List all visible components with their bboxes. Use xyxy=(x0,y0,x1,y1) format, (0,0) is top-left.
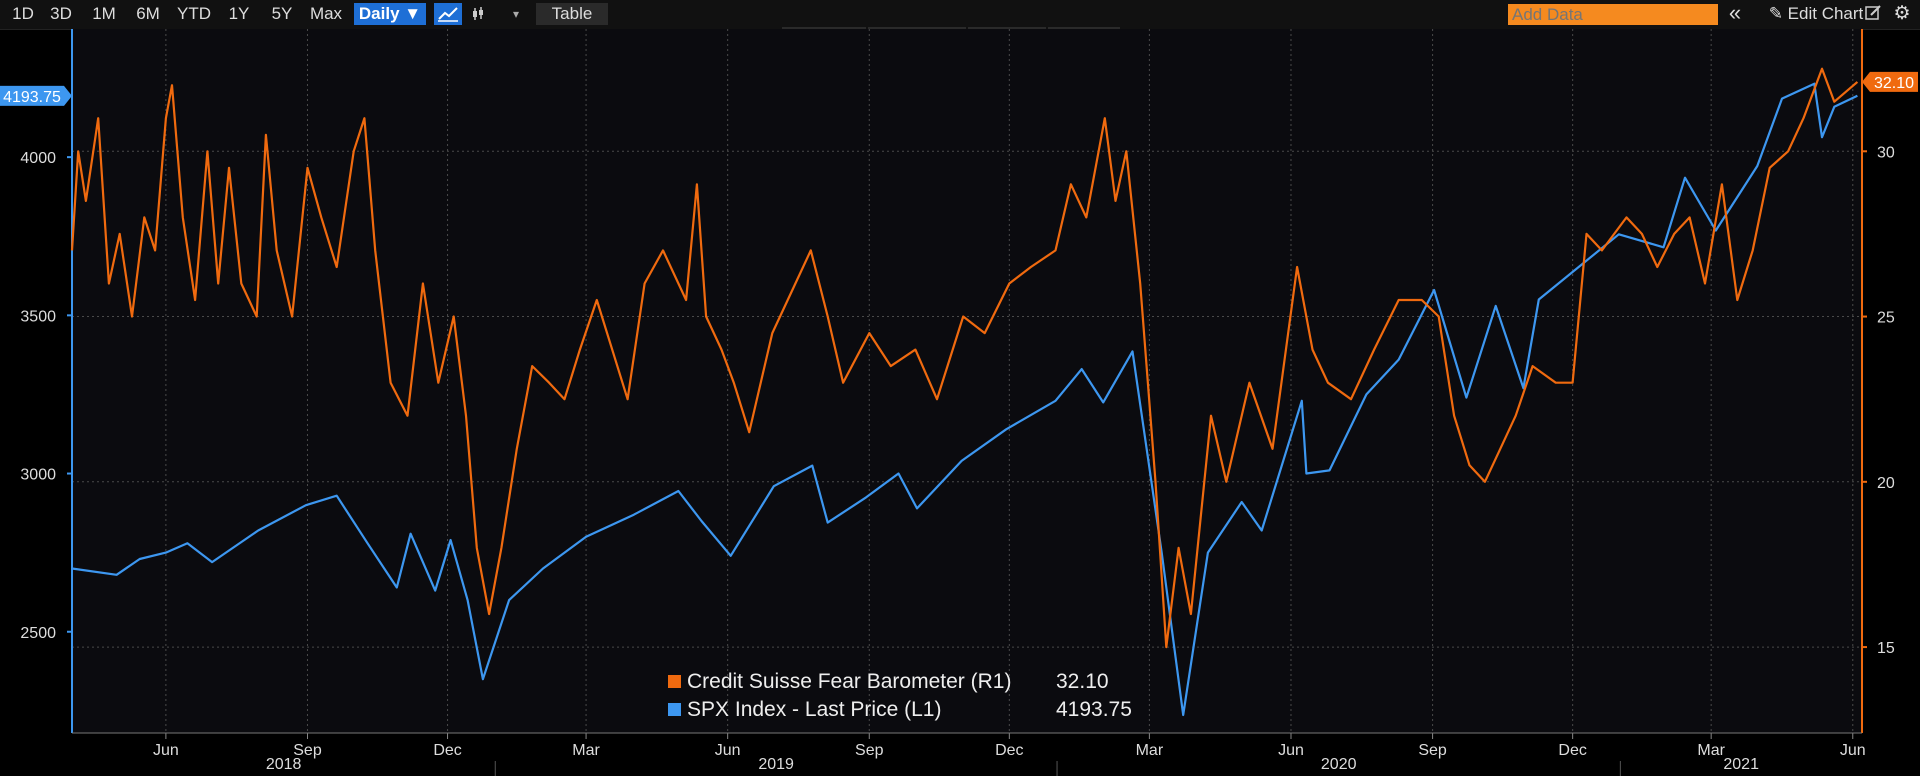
left-tick-label: 4000 xyxy=(20,150,56,167)
reset-label: Reset xyxy=(1070,59,1113,76)
legend-fear-value: 32.10 xyxy=(1056,670,1109,693)
x-tick-label: Jun xyxy=(153,742,179,759)
right-tick-label: 15 xyxy=(1877,640,1895,657)
interval-dropdown[interactable]: Daily ▼ xyxy=(354,3,426,25)
range-button-3d[interactable]: 3D xyxy=(50,4,72,23)
x-tick-label: Sep xyxy=(1418,742,1447,759)
left-tick-label: 3500 xyxy=(20,308,56,325)
x-tick-label: Jun xyxy=(1278,742,1304,759)
range-button-1m[interactable]: 1M xyxy=(92,4,116,23)
fear-current-value: 32.10 xyxy=(1874,75,1914,92)
add-data-input[interactable] xyxy=(1508,4,1718,25)
line-chart-icon[interactable] xyxy=(434,3,462,25)
legend: Credit Suisse Fear Barometer (R1) 32.10 … xyxy=(668,668,1132,724)
spx-series-line xyxy=(71,82,1858,717)
gear-icon[interactable]: ⚙ xyxy=(1893,3,1911,24)
crosshair-icon: ✛ xyxy=(790,31,802,47)
x-tick-label: Dec xyxy=(995,742,1023,759)
plot-background xyxy=(72,29,1862,733)
legend-item-fear: Credit Suisse Fear Barometer (R1) 32.10 xyxy=(668,668,1109,696)
range-button-ytd[interactable]: YTD xyxy=(177,4,211,23)
x-tick-label: Jun xyxy=(1840,742,1866,759)
magnifier-icon: 🔍︎ xyxy=(1056,31,1074,47)
annotate-icon: ⟋ xyxy=(876,31,886,47)
news-icon: ▤ xyxy=(976,31,990,47)
x-tick-label: Dec xyxy=(1558,742,1586,759)
right-tick-label: 30 xyxy=(1877,144,1895,161)
year-label: 2018 xyxy=(266,756,302,773)
x-tick-label: Mar xyxy=(1697,742,1725,759)
chart-type-dropdown-icon[interactable]: ▾ xyxy=(512,7,520,21)
zoom-label: Zoom xyxy=(1079,31,1121,48)
x-tick-label: Mar xyxy=(1136,742,1164,759)
year-label: 2021 xyxy=(1723,756,1759,773)
axes xyxy=(67,29,1867,776)
edit-chart-button[interactable]: ✎ Edit Chart xyxy=(1768,4,1864,23)
track-button[interactable]: ✛ Track xyxy=(782,27,866,51)
track-label: Track xyxy=(807,31,848,48)
legend-fear-label: Credit Suisse Fear Barometer (R1) xyxy=(687,670,1012,693)
x-tick-label: Dec xyxy=(433,742,461,759)
left-tick-label: 3000 xyxy=(20,467,56,484)
right-tick-label: 25 xyxy=(1877,310,1895,327)
x-tick-label: Mar xyxy=(572,742,600,759)
fear-current-tag-arrow xyxy=(1862,71,1870,92)
range-button-1d[interactable]: 1D xyxy=(12,4,34,23)
candlestick-icon[interactable] xyxy=(466,3,490,25)
fear-series-line xyxy=(70,67,1859,649)
x-tick-label: Jun xyxy=(715,742,741,759)
spx-current-tag xyxy=(0,85,64,106)
news-label: News xyxy=(995,31,1036,48)
legend-swatch-fear xyxy=(668,675,681,688)
spx-current-value: 4193.75 xyxy=(3,89,61,106)
legend-spx-value: 4193.75 xyxy=(1056,698,1132,721)
reset-button[interactable]: ◉ Reset xyxy=(1044,55,1120,79)
grid-lines xyxy=(72,29,1862,733)
range-button-6m[interactable]: 6M xyxy=(136,4,160,23)
range-button-5y[interactable]: 5Y xyxy=(271,4,293,23)
range-button-1y[interactable]: 1Y xyxy=(228,4,250,23)
reset-icon: ◉ xyxy=(1052,59,1065,75)
year-label: 2019 xyxy=(758,756,794,773)
series-lines xyxy=(70,67,1859,717)
table-button[interactable]: Table xyxy=(536,3,608,25)
zoom-button[interactable]: 🔍︎ Zoom xyxy=(1048,27,1121,51)
year-label: 2020 xyxy=(1321,756,1357,773)
legend-spx-label: SPX Index - Last Price (L1) xyxy=(687,698,942,721)
left-tick-label: 2500 xyxy=(20,625,56,642)
annotate-label: Annotate xyxy=(891,31,956,48)
fear-current-tag xyxy=(1870,71,1918,92)
x-tick-label: Sep xyxy=(293,742,322,759)
range-button-max[interactable]: Max xyxy=(309,4,343,23)
right-tick-label: 20 xyxy=(1877,475,1895,492)
legend-item-spx: SPX Index - Last Price (L1) 4193.75 xyxy=(668,696,1132,724)
legend-swatch-spx xyxy=(668,703,681,716)
spx-current-tag-arrow xyxy=(64,85,72,106)
pencil-square-icon[interactable] xyxy=(1862,3,1884,25)
top-toolbar: 1D 3D 1M 6M YTD 1Y 5Y Max Daily ▼ ▾ Table « ✎ E… xyxy=(0,0,1920,30)
collapse-icon[interactable]: « xyxy=(1728,0,1742,25)
x-tick-label: Sep xyxy=(855,742,884,759)
annotate-button[interactable]: ⟋ Annotate xyxy=(868,27,966,51)
news-button[interactable]: ▤ News xyxy=(968,27,1046,51)
